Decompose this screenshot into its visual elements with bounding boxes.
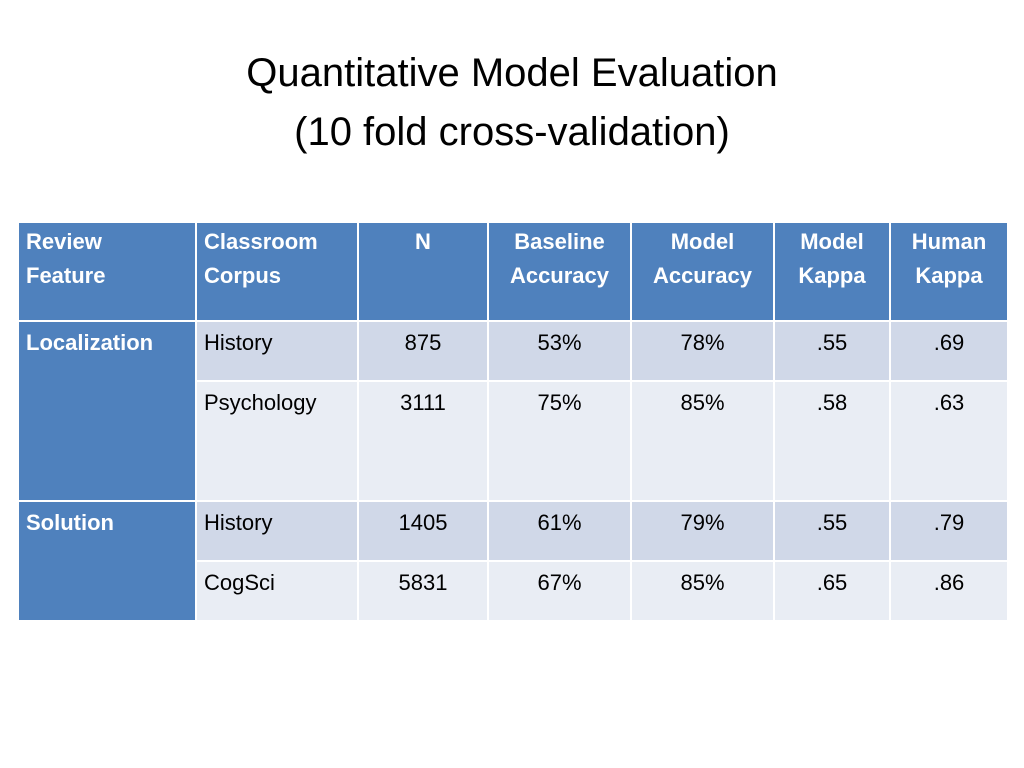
cell-model-kappa: .58 [773, 380, 891, 502]
table-row: Localization History 875 53% 78% .55 .69 [17, 320, 1009, 502]
cell-model-kappa: .65 [773, 560, 891, 622]
header-row: Review Feature Classroom Corpus N Baseline… [17, 221, 1009, 322]
cell-model-accuracy: 85% [630, 560, 775, 622]
table-row: CogSci 5831 67% 85% .65 .86 [18, 560, 1009, 622]
results-table: Review Feature Classroom Corpus N Baseline… [17, 221, 1009, 622]
cell-model-accuracy: 85% [630, 380, 775, 502]
cell-baseline-accuracy: 67% [487, 560, 632, 622]
table-row: Solution History 1405 61% 79% .55 .79 [17, 500, 1009, 622]
table-body: Localization History 875 53% 78% .55 .69… [17, 320, 1009, 622]
header-human-kappa: Human Kappa [889, 221, 1009, 322]
header-model-kappa: Model Kappa [773, 221, 891, 322]
table-header: Review Feature Classroom Corpus N Baseline… [17, 221, 1009, 322]
cell-model-accuracy: 78% [630, 320, 775, 382]
cell-human-kappa: .86 [889, 560, 1009, 622]
table-row: Psychology 3111 75% 85% .58 .63 [18, 380, 1009, 502]
slide-title: Quantitative Model Evaluation (10 fold c… [0, 44, 1024, 162]
cell-corpus: CogSci [195, 560, 359, 622]
cell-model-accuracy: 79% [630, 500, 775, 562]
cell-n: 1405 [357, 500, 489, 562]
slide-title-line-2: (10 fold cross-validation) [294, 110, 730, 154]
group-label-solution: Solution [17, 500, 197, 622]
header-model-accuracy: Model Accuracy [630, 221, 775, 322]
group-label-localization: Localization [17, 320, 197, 502]
cell-human-kappa: .69 [889, 320, 1009, 382]
cell-corpus: Psychology [195, 380, 359, 502]
slide-title-line-1: Quantitative Model Evaluation [246, 51, 778, 95]
cell-baseline-accuracy: 53% [487, 320, 632, 382]
cell-n: 3111 [357, 380, 489, 502]
cell-baseline-accuracy: 61% [487, 500, 632, 562]
cell-n: 875 [357, 320, 489, 382]
cell-corpus: History [195, 320, 359, 382]
header-review-feature: Review Feature [17, 221, 197, 322]
cell-n: 5831 [357, 560, 489, 622]
cell-human-kappa: .63 [889, 380, 1009, 502]
cell-baseline-accuracy: 75% [487, 380, 632, 502]
header-baseline-accuracy: Baseline Accuracy [487, 221, 632, 322]
cell-corpus: History [195, 500, 359, 562]
cell-model-kappa: .55 [773, 500, 891, 562]
cell-model-kappa: .55 [773, 320, 891, 382]
header-classroom-corpus: Classroom Corpus [195, 221, 359, 322]
header-n: N [357, 221, 489, 322]
cell-human-kappa: .79 [889, 500, 1009, 562]
